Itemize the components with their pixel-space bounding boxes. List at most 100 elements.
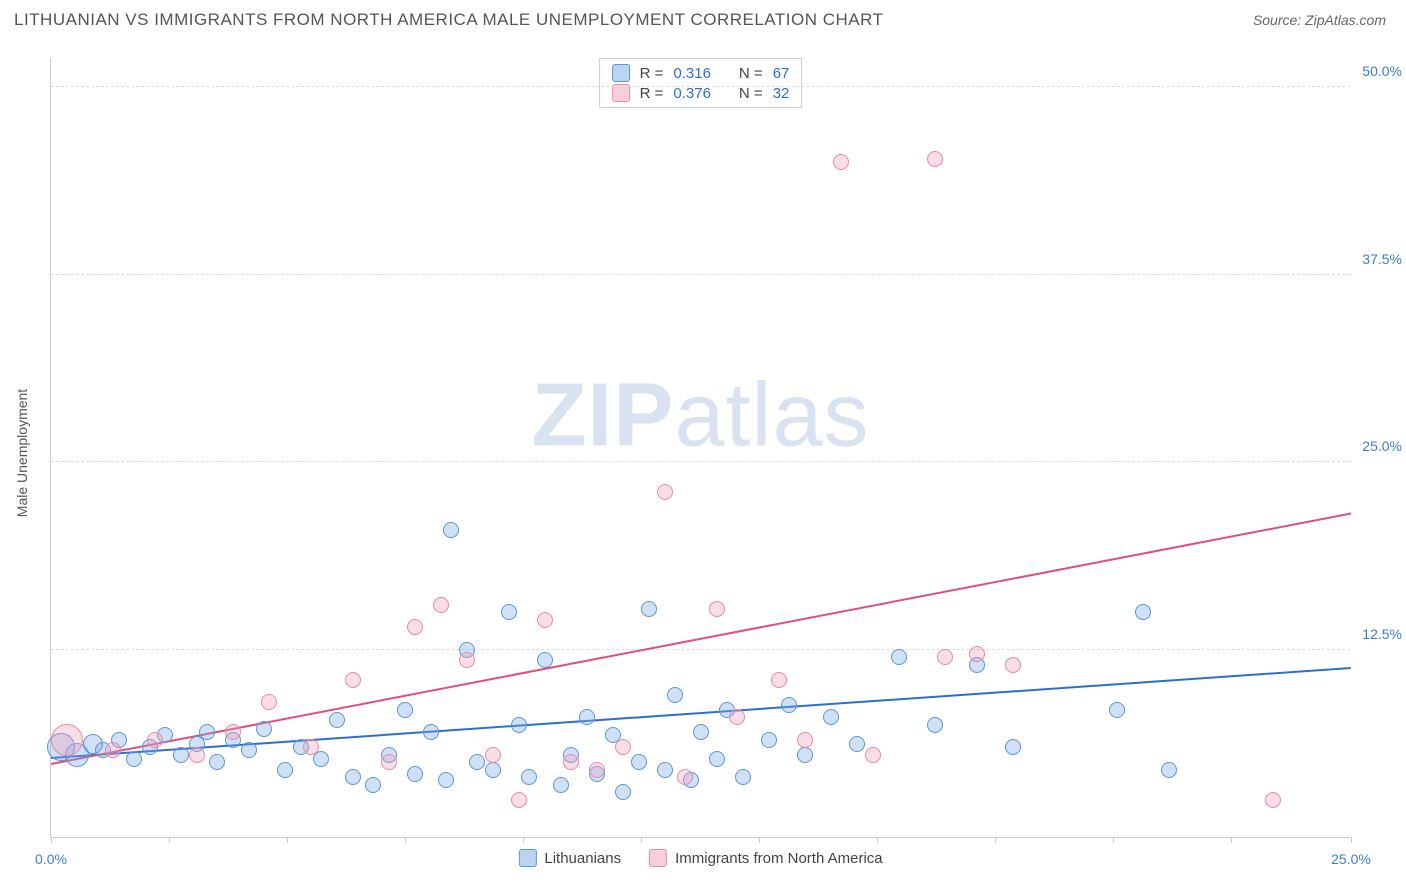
data-point bbox=[709, 751, 725, 767]
data-point bbox=[345, 672, 361, 688]
data-point bbox=[1135, 604, 1151, 620]
gridline bbox=[51, 649, 1350, 650]
data-point bbox=[147, 732, 163, 748]
x-tick bbox=[1113, 837, 1114, 843]
data-point bbox=[865, 747, 881, 763]
legend-label: Immigrants from North America bbox=[675, 850, 883, 867]
chart-header: LITHUANIAN VS IMMIGRANTS FROM NORTH AMER… bbox=[0, 0, 1406, 38]
data-point bbox=[579, 709, 595, 725]
data-point bbox=[937, 649, 953, 665]
n-value: 67 bbox=[773, 65, 790, 82]
data-point bbox=[927, 717, 943, 733]
data-point bbox=[261, 694, 277, 710]
data-point bbox=[485, 762, 501, 778]
data-point bbox=[241, 742, 257, 758]
data-point bbox=[553, 777, 569, 793]
r-value: 0.376 bbox=[673, 85, 711, 102]
data-point bbox=[225, 724, 241, 740]
x-tick bbox=[1231, 837, 1232, 843]
y-axis-label: Male Unemployment bbox=[14, 389, 30, 517]
data-point bbox=[927, 151, 943, 167]
data-point bbox=[631, 754, 647, 770]
data-point bbox=[256, 721, 272, 737]
data-point bbox=[823, 709, 839, 725]
data-point bbox=[501, 604, 517, 620]
y-tick-label: 25.0% bbox=[1362, 438, 1402, 454]
n-label: N = bbox=[739, 85, 763, 102]
x-tick bbox=[1351, 837, 1352, 843]
watermark: ZIPatlas bbox=[531, 365, 869, 468]
legend-stats: R = 0.316 N = 67 R = 0.376 N = 32 bbox=[599, 58, 803, 108]
data-point bbox=[277, 762, 293, 778]
data-point bbox=[469, 754, 485, 770]
data-point bbox=[407, 619, 423, 635]
data-point bbox=[693, 724, 709, 740]
data-point bbox=[667, 687, 683, 703]
data-point bbox=[969, 646, 985, 662]
x-tick bbox=[523, 837, 524, 843]
x-tick-label: 25.0% bbox=[1331, 851, 1371, 867]
data-point bbox=[485, 747, 501, 763]
data-point bbox=[657, 484, 673, 500]
data-point bbox=[189, 747, 205, 763]
n-label: N = bbox=[739, 65, 763, 82]
data-point bbox=[589, 762, 605, 778]
data-point bbox=[761, 732, 777, 748]
n-value: 32 bbox=[773, 85, 790, 102]
data-point bbox=[709, 601, 725, 617]
r-label: R = bbox=[640, 65, 664, 82]
data-point bbox=[126, 751, 142, 767]
data-point bbox=[1161, 762, 1177, 778]
data-point bbox=[849, 736, 865, 752]
data-point bbox=[397, 702, 413, 718]
legend-stats-row: R = 0.316 N = 67 bbox=[612, 63, 790, 83]
data-point bbox=[657, 762, 673, 778]
data-point bbox=[365, 777, 381, 793]
data-point bbox=[105, 742, 121, 758]
data-point bbox=[423, 724, 439, 740]
chart-area: Male Unemployment ZIPatlas R = 0.316 N =… bbox=[40, 48, 1390, 858]
data-point bbox=[209, 754, 225, 770]
data-point bbox=[781, 697, 797, 713]
data-point bbox=[641, 601, 657, 617]
x-tick-label: 0.0% bbox=[35, 851, 67, 867]
data-point bbox=[345, 769, 361, 785]
watermark-zip: ZIP bbox=[531, 366, 674, 466]
chart-title: LITHUANIAN VS IMMIGRANTS FROM NORTH AMER… bbox=[14, 10, 883, 30]
data-point bbox=[615, 784, 631, 800]
data-point bbox=[329, 712, 345, 728]
plot-region: ZIPatlas R = 0.316 N = 67 R = 0.376 N = … bbox=[50, 58, 1350, 838]
data-point bbox=[833, 154, 849, 170]
legend-bottom: Lithuanians Immigrants from North Americ… bbox=[518, 849, 882, 867]
legend-label: Lithuanians bbox=[544, 850, 621, 867]
gridline bbox=[51, 86, 1350, 87]
data-point bbox=[1109, 702, 1125, 718]
x-tick bbox=[641, 837, 642, 843]
data-point bbox=[1005, 739, 1021, 755]
r-label: R = bbox=[640, 85, 664, 102]
y-tick-label: 37.5% bbox=[1362, 251, 1402, 267]
data-point bbox=[521, 769, 537, 785]
data-point bbox=[51, 724, 83, 756]
data-point bbox=[381, 754, 397, 770]
data-point bbox=[891, 649, 907, 665]
data-point bbox=[563, 754, 579, 770]
data-point bbox=[677, 769, 693, 785]
data-point bbox=[615, 739, 631, 755]
data-point bbox=[511, 717, 527, 733]
swatch-blue-icon bbox=[518, 849, 536, 867]
data-point bbox=[433, 597, 449, 613]
data-point bbox=[303, 739, 319, 755]
y-tick-label: 12.5% bbox=[1362, 626, 1402, 642]
data-point bbox=[407, 766, 423, 782]
x-tick bbox=[287, 837, 288, 843]
x-tick bbox=[995, 837, 996, 843]
data-point bbox=[511, 792, 527, 808]
swatch-pink-icon bbox=[649, 849, 667, 867]
gridline bbox=[51, 274, 1350, 275]
x-tick bbox=[877, 837, 878, 843]
x-tick bbox=[51, 837, 52, 843]
watermark-atlas: atlas bbox=[674, 366, 869, 466]
x-tick bbox=[759, 837, 760, 843]
data-point bbox=[735, 769, 751, 785]
